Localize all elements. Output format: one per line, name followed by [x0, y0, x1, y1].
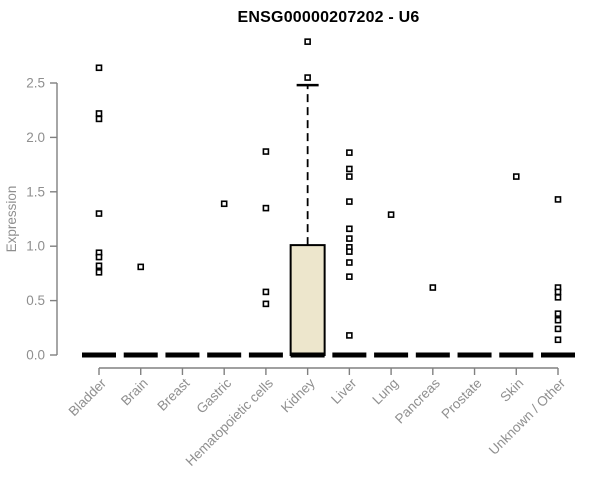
outlier-point	[554, 288, 562, 296]
x-tick-label: Prostate	[439, 376, 485, 422]
median-bar	[123, 352, 158, 358]
x-tick-label: Breast	[154, 375, 192, 413]
x-tick-label: Gastric	[193, 375, 234, 416]
outlier-point	[95, 64, 103, 72]
x-tick-label: Pancreas	[392, 375, 443, 426]
median-bar	[499, 352, 534, 358]
outlier-point	[262, 204, 270, 212]
median-bar	[541, 352, 575, 358]
median-bar	[332, 352, 367, 358]
chart-title: ENSG00000207202 - U6	[237, 9, 420, 26]
outlier-point	[95, 269, 103, 276]
outlier-point	[95, 115, 103, 123]
outlier-point	[95, 210, 103, 217]
x-tick-label: Unknown / Other	[486, 375, 569, 458]
outlier-point	[95, 110, 103, 117]
outlier-point	[262, 288, 270, 296]
outlier-point	[95, 262, 103, 270]
outlier-point	[346, 198, 353, 205]
median-bar	[415, 352, 450, 358]
median-bar	[248, 352, 283, 358]
outlier-point	[554, 196, 562, 203]
outlier-point	[512, 173, 520, 180]
outlier-point	[346, 149, 353, 156]
median-bar	[207, 352, 242, 358]
outlier-point	[554, 325, 562, 333]
outlier-point	[346, 235, 353, 242]
y-tick-label: 0.5	[26, 293, 45, 308]
outlier-point	[554, 310, 562, 317]
median-bar	[82, 352, 116, 358]
x-tick-label: Lung	[369, 376, 401, 408]
x-tick-label: Kidney	[278, 375, 318, 415]
x-tick-label: Brain	[118, 376, 151, 409]
outlier-point	[429, 284, 437, 291]
y-tick-label: 2.5	[26, 76, 45, 91]
median-bar	[165, 352, 200, 358]
outlier-point	[346, 259, 353, 266]
outlier-point	[262, 148, 270, 155]
median-bar	[290, 352, 325, 358]
outlier-point	[346, 273, 353, 280]
outlier-point	[554, 336, 562, 344]
x-tick-label: Bladder	[66, 375, 110, 419]
y-tick-label: 1.5	[26, 184, 45, 199]
x-tick-label: Liver	[328, 375, 360, 407]
outlier-point	[95, 253, 103, 261]
outlier-point	[304, 74, 311, 81]
outlier-point	[346, 332, 353, 339]
y-tick-label: 1.0	[26, 239, 45, 254]
x-tick-label: Skin	[497, 376, 526, 405]
outlier-point	[220, 200, 228, 208]
outlier-point	[262, 300, 270, 308]
outlier-point	[387, 211, 395, 218]
y-axis-title: Expression	[4, 186, 19, 253]
box	[289, 244, 326, 356]
outlier-point	[304, 38, 311, 45]
outlier-point	[346, 225, 353, 233]
y-tick-label: 0.0	[26, 348, 45, 363]
outlier-point	[346, 248, 353, 255]
y-tick-label: 2.0	[26, 130, 45, 145]
median-bar	[374, 352, 409, 358]
outlier-point	[346, 173, 353, 180]
outlier-point	[346, 165, 353, 173]
median-bar	[457, 352, 492, 358]
outlier-point	[554, 316, 562, 324]
outlier-point	[554, 294, 562, 301]
outlier-point	[137, 263, 145, 271]
